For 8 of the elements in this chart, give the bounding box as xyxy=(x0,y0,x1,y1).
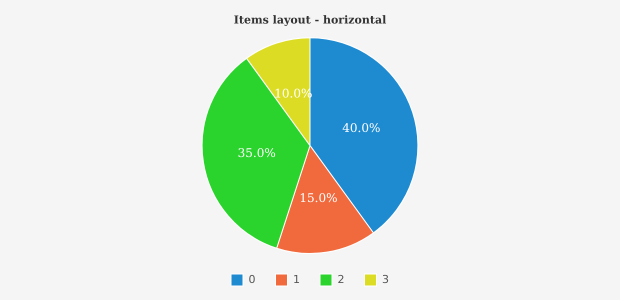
data-label: 35.0% xyxy=(238,146,276,160)
legend-label: 0 xyxy=(248,272,256,286)
legend-label: 2 xyxy=(338,272,344,286)
legend-label: 3 xyxy=(382,272,389,286)
chart-title: Items layout - horizontal xyxy=(234,13,386,26)
data-label: 15.0% xyxy=(299,191,338,206)
data-label: 40.0% xyxy=(342,121,380,136)
legend-label: 1 xyxy=(293,272,300,286)
